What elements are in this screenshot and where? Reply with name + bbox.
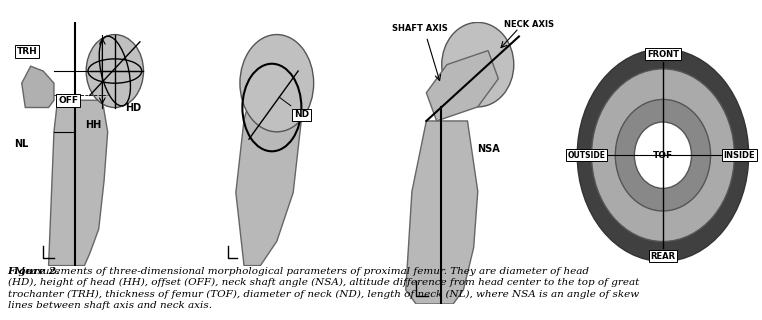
Ellipse shape	[240, 35, 314, 132]
Text: HD: HD	[125, 102, 141, 113]
Polygon shape	[406, 121, 478, 304]
Text: NECK AXIS: NECK AXIS	[504, 20, 554, 28]
Polygon shape	[236, 35, 301, 266]
Text: OUTSIDE: OUTSIDE	[568, 151, 606, 160]
Text: SHAFT AXIS: SHAFT AXIS	[392, 24, 448, 33]
Text: NSA: NSA	[477, 144, 499, 154]
Text: REAR: REAR	[651, 252, 675, 260]
Text: TRH: TRH	[17, 47, 37, 56]
Text: Figure 2.: Figure 2.	[8, 267, 60, 276]
Text: ND: ND	[294, 110, 309, 119]
Polygon shape	[427, 51, 498, 121]
Ellipse shape	[634, 122, 692, 188]
Text: Measurements of three-dimensional morphological parameters of proximal femur. Th: Measurements of three-dimensional morpho…	[8, 267, 639, 310]
Ellipse shape	[615, 100, 710, 211]
Ellipse shape	[591, 69, 735, 242]
Text: FRONT: FRONT	[647, 50, 679, 59]
Ellipse shape	[577, 49, 748, 261]
Polygon shape	[21, 66, 54, 108]
Text: NL: NL	[14, 139, 29, 149]
Text: OFF: OFF	[58, 96, 78, 105]
Ellipse shape	[86, 35, 143, 108]
Text: HH: HH	[85, 120, 101, 130]
Text: INSIDE: INSIDE	[723, 151, 755, 160]
Text: TOF: TOF	[653, 151, 673, 160]
Ellipse shape	[442, 22, 514, 107]
Polygon shape	[49, 100, 107, 266]
